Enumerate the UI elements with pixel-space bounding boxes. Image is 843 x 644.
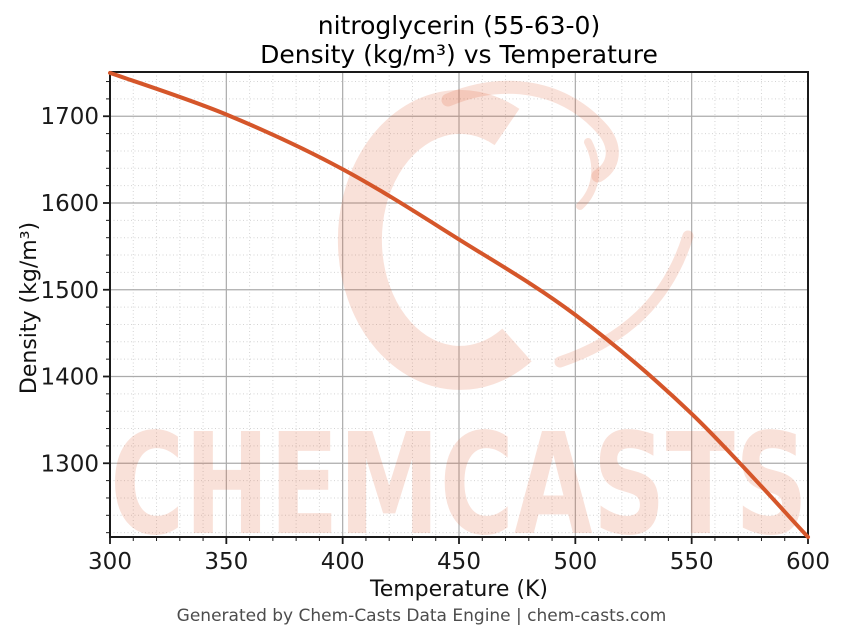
x-tick-label: 300: [88, 549, 132, 575]
x-tick-label: 550: [670, 549, 714, 575]
chart-title-line2: Density (kg/m³) vs Temperature: [260, 40, 658, 69]
chart-title-line1: nitroglycerin (55-63-0): [317, 11, 601, 40]
footer-credit: Generated by Chem-Casts Data Engine | ch…: [176, 606, 667, 626]
logo-arc-inner-hook: [576, 138, 600, 210]
curve-layer: [108, 70, 810, 539]
y-tick-label: 1400: [40, 365, 99, 391]
tick-labels-layer: 300 350 400 450 500 550 600 1300 1400 1500 1600 170…: [40, 104, 830, 575]
x-tick-label: 400: [321, 549, 365, 575]
x-tick-label: 450: [437, 549, 481, 575]
logo-arc-tail-crescent: [554, 230, 694, 368]
x-axis-label: Temperature (K): [370, 577, 548, 602]
density-curve: [108, 70, 810, 539]
x-tick-label: 600: [786, 549, 830, 575]
y-tick-label: 1700: [40, 104, 99, 130]
y-tick-label: 1500: [40, 278, 99, 304]
x-tick-label: 500: [553, 549, 597, 575]
y-tick-label: 1600: [40, 191, 99, 217]
axes-spines: [109, 71, 809, 538]
chart-title: nitroglycerin (55-63-0) Density (kg/m³) …: [110, 11, 808, 69]
logo-arc-top-swirl: [441, 80, 619, 183]
y-axis-label: Density (kg/m³): [17, 221, 42, 395]
x-tick-label: 350: [204, 549, 248, 575]
spines-layer: [109, 71, 809, 538]
y-tick-label: 1300: [40, 451, 99, 477]
chemcasts-logo-icon: [337, 80, 694, 390]
logo-arc-main: [337, 89, 532, 390]
